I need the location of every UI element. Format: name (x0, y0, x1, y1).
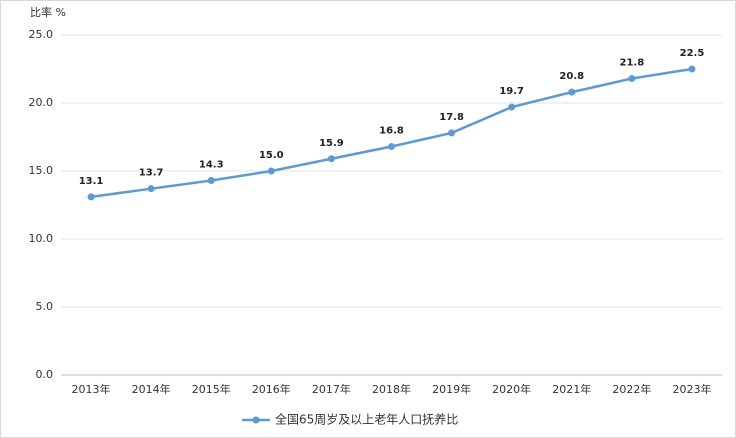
value-label: 19.7 (499, 86, 524, 97)
legend-marker (252, 416, 260, 424)
y-tick-label: 20.0 (29, 96, 54, 109)
y-tick-label: 0.0 (36, 368, 54, 381)
value-label: 20.8 (559, 71, 584, 82)
x-tick-label: 2015年 (192, 382, 231, 396)
y-tick-label: 10.0 (29, 232, 54, 245)
point (207, 177, 215, 185)
x-tick-label: 2022年 (612, 382, 651, 396)
x-tick-label: 2021年 (552, 382, 591, 396)
value-label: 14.3 (199, 160, 224, 171)
value-label: 13.7 (139, 168, 164, 179)
legend-label: 全国65周岁及以上老年人口抚养比 (275, 412, 458, 427)
x-tick-label: 2020年 (492, 382, 531, 396)
point (147, 185, 155, 193)
x-tick-label: 2018年 (372, 382, 411, 396)
x-tick-label: 2016年 (252, 382, 291, 396)
y-tick-label: 25.0 (29, 28, 54, 41)
value-label: 21.8 (620, 58, 645, 69)
y-tick-label: 5.0 (36, 300, 54, 313)
y-tick-label: 15.0 (29, 164, 54, 177)
value-label: 13.1 (79, 176, 104, 187)
value-label: 15.0 (259, 150, 284, 161)
point (628, 75, 636, 83)
point (448, 129, 456, 137)
value-label: 16.8 (379, 126, 404, 137)
point (267, 167, 275, 175)
point (568, 88, 576, 96)
value-label: 17.8 (439, 112, 464, 123)
point (87, 193, 95, 201)
y-axis-label: 比率 % (30, 5, 66, 19)
point (388, 143, 395, 151)
point (327, 155, 335, 163)
value-label: 22.5 (680, 48, 705, 59)
x-tick-label: 2019年 (432, 382, 471, 396)
value-label: 15.9 (319, 138, 344, 149)
point (508, 103, 516, 111)
x-tick-label: 2023年 (672, 382, 711, 396)
x-tick-label: 2017年 (312, 382, 351, 396)
x-tick-label: 2014年 (132, 382, 171, 396)
point (688, 65, 696, 73)
x-tick-label: 2013年 (72, 382, 111, 396)
